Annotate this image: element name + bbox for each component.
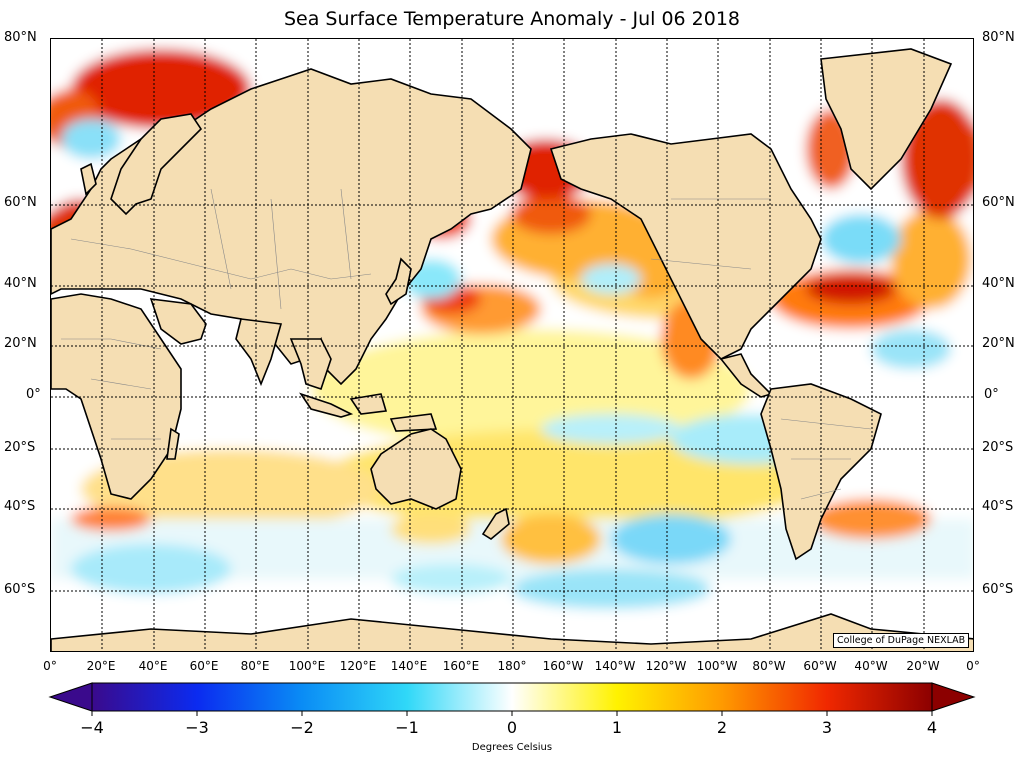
colorbar-tick-label: 2 — [716, 718, 728, 737]
graticule — [51, 39, 973, 651]
lon-label: 140°W — [594, 659, 636, 673]
lon-label: 120°E — [339, 659, 377, 673]
sst-anomaly-map[interactable] — [50, 38, 974, 652]
lat-label-left: 60°S — [4, 582, 36, 597]
colorbar-tick-label: −4 — [80, 718, 104, 737]
lat-label-right: 40°N — [982, 276, 1015, 291]
lon-label: 40°E — [138, 659, 168, 673]
lon-label: 20°W — [906, 659, 940, 673]
lat-label-left: 0° — [26, 387, 41, 402]
country-borders — [61, 188, 872, 500]
lon-label: 60°W — [803, 659, 837, 673]
lon-label: 160°E — [442, 659, 480, 673]
colorbar-tick-label: 4 — [926, 718, 938, 737]
lat-label-left: 40°N — [4, 276, 37, 291]
lat-label-left: 40°S — [4, 499, 36, 514]
lon-label: 100°E — [288, 659, 326, 673]
colorbar-min-extend — [48, 682, 93, 712]
colorbar-tick-label: −3 — [185, 718, 209, 737]
lat-label-right: 60°N — [982, 195, 1015, 210]
lon-label: 180° — [497, 659, 527, 673]
lat-label-right: 0° — [984, 387, 999, 402]
lon-label: 60°E — [189, 659, 219, 673]
lon-label: 80°W — [752, 659, 786, 673]
colorbar-units: Degrees Celsius — [471, 742, 553, 753]
lon-label: 140°E — [390, 659, 428, 673]
lat-label-right: 20°N — [982, 336, 1015, 351]
colorbar-tick-label: −1 — [395, 718, 419, 737]
lon-label: 80°E — [240, 659, 270, 673]
credit-label: College of DuPage NEXLAB — [833, 633, 970, 648]
lat-label-right: 60°S — [982, 582, 1014, 597]
lon-label: 100°W — [696, 659, 738, 673]
colorbar-tick-label: 0 — [506, 718, 518, 737]
land-masses — [51, 48, 973, 651]
lat-label-right: 40°S — [982, 499, 1014, 514]
lon-label: 0° — [966, 659, 980, 673]
colorbar — [48, 682, 976, 716]
lon-label: 40°W — [854, 659, 888, 673]
lon-label: 0° — [43, 659, 57, 673]
colorbar-ticks — [91, 711, 933, 716]
colorbar-tick-label: 1 — [611, 718, 623, 737]
lat-label-left: 60°N — [4, 195, 37, 210]
colorbar-tick-label: 3 — [821, 718, 833, 737]
lat-label-left: 80°N — [4, 30, 37, 45]
lon-label: 20°E — [86, 659, 116, 673]
lat-label-right: 80°N — [982, 30, 1015, 45]
lat-label-right: 20°S — [982, 440, 1014, 455]
colorbar-max-extend — [931, 682, 976, 712]
lon-label: 160°W — [542, 659, 584, 673]
colorbar-bar — [91, 682, 933, 712]
lon-label: 120°W — [645, 659, 687, 673]
map-title: Sea Surface Temperature Anomaly - Jul 06… — [283, 8, 741, 30]
lat-label-left: 20°N — [4, 336, 37, 351]
lat-label-left: 20°S — [4, 440, 36, 455]
colorbar-tick-label: −2 — [290, 718, 314, 737]
map-canvas — [51, 39, 973, 651]
